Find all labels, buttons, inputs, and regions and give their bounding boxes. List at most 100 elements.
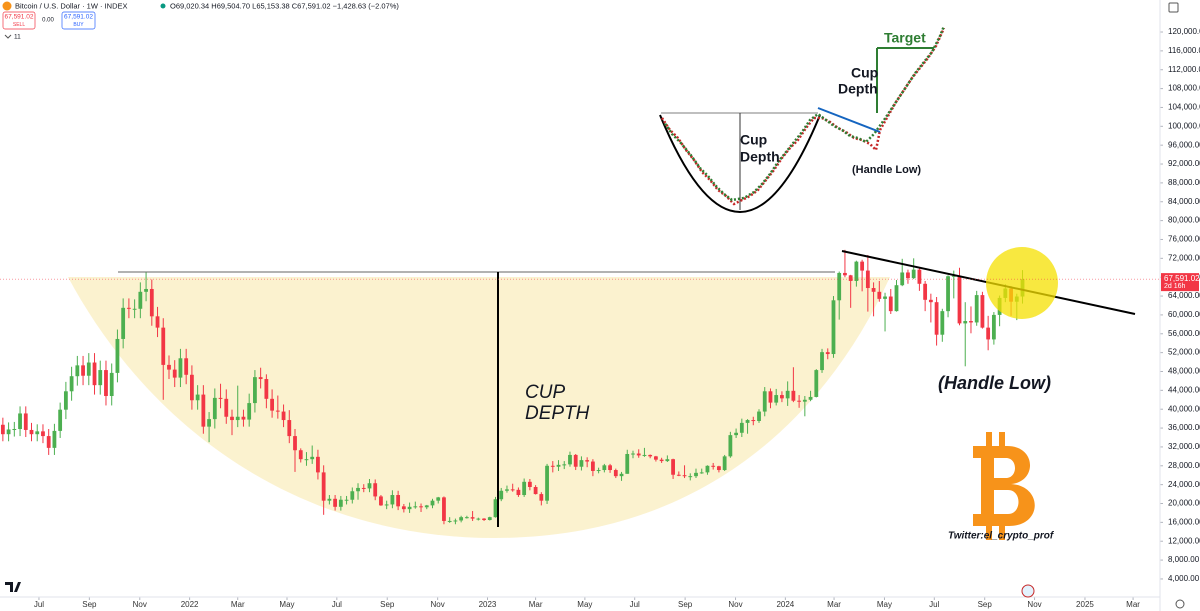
candle-body xyxy=(888,296,893,312)
y-tick-label: 84,000.00 xyxy=(1168,197,1200,206)
candle-body xyxy=(258,377,263,380)
candle-body xyxy=(476,518,481,520)
candle-body xyxy=(155,316,160,328)
candle-body xyxy=(407,506,412,510)
y-tick-label: 100,000.00 xyxy=(1168,121,1200,130)
candle-body xyxy=(298,450,303,460)
candle-body xyxy=(860,261,865,271)
sell-button[interactable] xyxy=(2,11,36,30)
y-tick-label: 80,000.00 xyxy=(1168,216,1200,225)
candle-body xyxy=(631,453,635,455)
candle-body xyxy=(699,472,704,474)
candle-body xyxy=(814,370,819,397)
candle-body xyxy=(356,487,360,492)
inset-handle-line xyxy=(817,107,881,133)
candle-body xyxy=(550,465,555,467)
candle-body xyxy=(264,379,269,399)
candle-body xyxy=(281,411,286,421)
y-tick-label: 36,000.00 xyxy=(1168,423,1200,432)
candle-body xyxy=(138,291,143,309)
candle-body xyxy=(923,283,928,300)
symbol: Bitcoin / U.S. Dollar · 1W · INDEX xyxy=(15,1,128,10)
candle-body xyxy=(837,272,842,301)
price-tag-box xyxy=(1161,273,1199,292)
buy-button[interactable] xyxy=(61,11,96,30)
settings-icon[interactable] xyxy=(1175,599,1185,609)
candle-body xyxy=(894,285,899,312)
candle-body xyxy=(275,410,280,412)
candle-body xyxy=(69,376,74,392)
tv-logo xyxy=(5,582,21,592)
candle-body xyxy=(46,436,51,448)
candle-body xyxy=(35,431,40,435)
y-tick-label: 28,000.00 xyxy=(1168,461,1200,470)
candle-body xyxy=(590,461,595,471)
candle-body xyxy=(825,352,830,355)
x-tick-label: Jul xyxy=(929,600,939,609)
toolbar: Bitcoin / U.S. Dollar · 1W · INDEX O69,0… xyxy=(2,1,399,41)
buy-label: BUY xyxy=(73,22,84,28)
candle-body xyxy=(768,391,773,403)
bitcoin-bar xyxy=(986,524,992,540)
candle-body xyxy=(207,419,211,427)
candle-body xyxy=(717,466,721,471)
candle-body xyxy=(671,459,675,475)
y-tick-label: 104,000.00 xyxy=(1168,103,1200,112)
candle-body xyxy=(361,487,366,489)
candle-body xyxy=(848,275,853,281)
candle-body xyxy=(327,498,332,501)
candle-body xyxy=(178,358,183,378)
candle-body xyxy=(951,275,956,277)
y-tick-label: 16,000.00 xyxy=(1168,517,1200,526)
candle-body xyxy=(442,497,446,521)
y-tick-label: 72,000.00 xyxy=(1168,253,1200,262)
candle-body xyxy=(333,498,338,507)
bitcoin-bar xyxy=(999,432,1005,448)
candle-body xyxy=(419,506,423,508)
candle-body xyxy=(487,517,492,521)
candle-body xyxy=(642,454,647,456)
y-tick-label: 12,000.00 xyxy=(1168,536,1200,545)
sell-price: 67,591.02 xyxy=(5,14,34,21)
candle-body xyxy=(212,397,217,420)
candle-body xyxy=(762,391,767,412)
candle-body xyxy=(121,307,126,339)
candle-body xyxy=(235,416,240,421)
inset-label: Cup xyxy=(740,132,767,148)
candle-body xyxy=(745,420,750,423)
candle-body xyxy=(499,490,504,500)
candle-body xyxy=(797,400,802,402)
bitcoin-bar xyxy=(999,524,1005,540)
candle-body xyxy=(900,272,905,286)
candle-body xyxy=(195,394,200,401)
indicator-toggle[interactable] xyxy=(4,34,12,39)
candle-body xyxy=(241,416,246,420)
candle-body xyxy=(516,489,521,496)
x-tick-label: Nov xyxy=(728,600,742,609)
candle-body xyxy=(911,269,916,279)
ohlc: O69,020.34 H69,504.70 L65,153.38 C67,591… xyxy=(170,1,399,10)
status-dot xyxy=(160,3,166,9)
candle-body xyxy=(585,460,590,462)
settings-icon[interactable] xyxy=(1168,2,1179,13)
y-tick-label: 32,000.00 xyxy=(1168,442,1200,451)
candle-body xyxy=(316,456,320,473)
events-icon[interactable] xyxy=(1021,584,1035,598)
inset-label: Depth xyxy=(838,81,878,97)
candle-body xyxy=(957,275,962,324)
candle-body xyxy=(562,464,567,466)
x-tick-label: 2022 xyxy=(181,600,199,609)
handle-low-label: (Handle Low) xyxy=(938,373,1051,393)
candle-body xyxy=(436,497,441,501)
candle-body xyxy=(384,504,389,506)
candle-body xyxy=(344,499,349,501)
x-tick-label: Mar xyxy=(231,600,245,609)
candle-body xyxy=(304,459,309,461)
y-tick-label: 56,000.00 xyxy=(1168,329,1200,338)
price-tag-label: 67,591.02 xyxy=(1164,274,1200,283)
x-tick-label: Mar xyxy=(1126,600,1140,609)
candle-body xyxy=(424,505,429,508)
x-tick-label: Mar xyxy=(827,600,841,609)
candle-body xyxy=(636,453,641,456)
